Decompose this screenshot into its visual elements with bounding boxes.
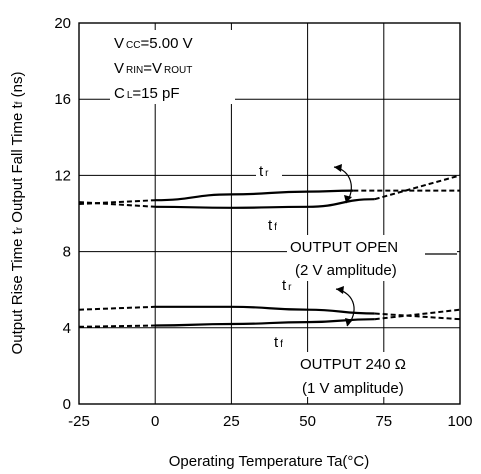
y-tick-label: 0: [63, 396, 71, 413]
series-open-tf-dashed-left: [78, 201, 156, 208]
y-tick-label: 8: [63, 244, 71, 261]
x-axis-label: Operating Temperature Ta(°C): [169, 453, 370, 470]
arrowhead-open-top: [334, 164, 342, 172]
label-output-240: OUTPUT 240 Ω: [300, 356, 406, 373]
condition-vcc: V CC=5.00 V: [114, 35, 193, 52]
series-open-tr-solid: [155, 189, 354, 202]
arrowhead-open-bottom: [344, 195, 352, 203]
x-tick-label: 75: [375, 413, 392, 430]
x-tick-label: -25: [68, 413, 90, 430]
x-tick-label: 100: [447, 413, 472, 430]
y-tick-labels: 0 4 8 12 16 20: [54, 15, 71, 413]
x-tick-labels: -25 0 25 50 75 100: [68, 413, 472, 430]
plot-frame: [78, 22, 461, 405]
conditions-legend: V CC=5.00 V V RIN=V ROUT C L=15 pF: [110, 30, 235, 104]
series-240-tf-dashed-right: [374, 308, 461, 321]
x-tick-label: 0: [151, 413, 159, 430]
label-output-open: OUTPUT OPEN: [290, 239, 398, 256]
arrowhead-240-bottom: [345, 318, 353, 326]
series-240-tr-dashed-right: [374, 312, 461, 321]
series-240-tf-dashed-left: [78, 324, 156, 328]
label-240-amplitude: (1 V amplitude): [302, 380, 404, 397]
condition-vrin: V RIN=V ROUT: [114, 60, 192, 77]
series-240-tr-dashed-left: [78, 305, 156, 311]
arrowhead-240-top: [336, 286, 344, 294]
series-open-tf-dashed-right: [374, 174, 461, 201]
y-tick-label: 16: [54, 91, 71, 108]
label-open-amplitude: (2 V amplitude): [295, 262, 397, 279]
x-tick-label: 25: [223, 413, 240, 430]
series-240-tr-solid: [155, 305, 375, 315]
y-axis-label: Output Rise Time tr Output Fall Time tf …: [9, 72, 26, 355]
y-tick-label: 4: [63, 320, 71, 337]
series-open-tf-solid: [155, 198, 375, 209]
x-tick-label: 50: [299, 413, 316, 430]
y-tick-label: 20: [54, 15, 71, 32]
condition-cl: C L=15 pF: [114, 85, 180, 102]
series-240-tf-solid: [155, 318, 375, 327]
series-curves: [78, 174, 461, 328]
y-tick-label: 12: [54, 167, 71, 184]
